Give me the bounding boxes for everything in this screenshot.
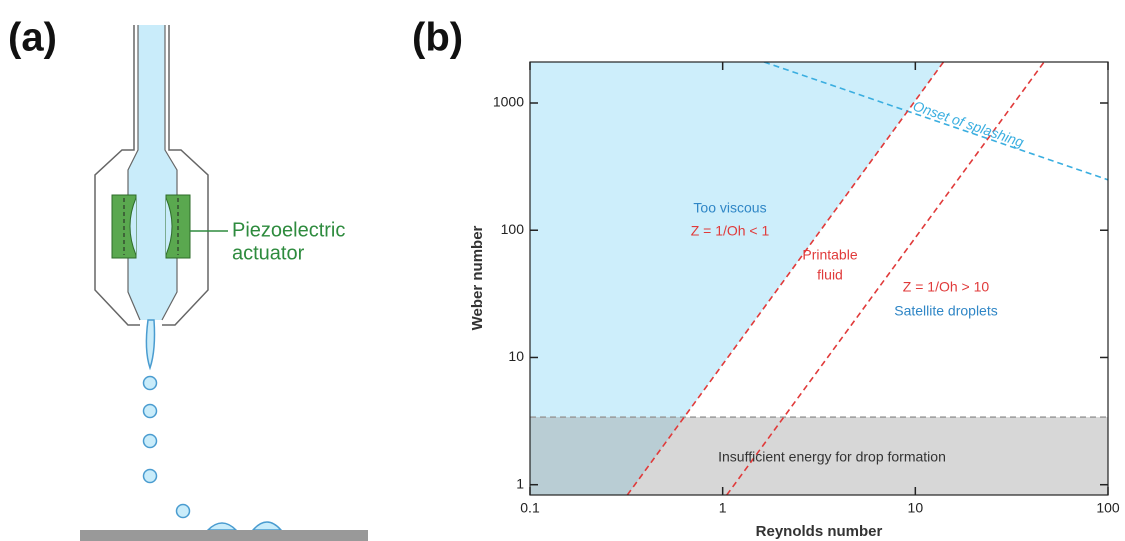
- substrate: [80, 530, 368, 541]
- threshold-label: Insufficient energy for drop formation: [718, 449, 946, 465]
- y-axis-label: Weber number: [469, 225, 486, 330]
- annotation: Satellite droplets: [894, 303, 998, 319]
- nozzle-wall: [94, 25, 140, 326]
- viscous-region: [530, 62, 944, 495]
- chart: Reynolds number Weber number Insufficien…: [469, 61, 1120, 540]
- droplet: [142, 403, 158, 419]
- plot-area: [530, 62, 1108, 495]
- droplets: [142, 319, 283, 531]
- x-tick-label: 100: [1096, 500, 1120, 516]
- x-axis-label: Reynolds number: [756, 523, 883, 540]
- nozzle-wall: [127, 25, 141, 321]
- jet: [145, 319, 156, 371]
- droplet: [142, 433, 158, 449]
- nozzle-wall: [162, 25, 209, 326]
- droplet: [142, 375, 158, 391]
- x-tick-label: 0.1: [520, 500, 540, 516]
- nozzle-diagram: Piezoelectric actuator: [80, 25, 368, 541]
- panel-label: (b): [412, 16, 463, 60]
- actuator-label: Piezoelectric: [232, 219, 345, 241]
- panel-label: (a): [8, 16, 57, 60]
- plot-frame: [529, 61, 1109, 496]
- drop-on-substrate: [251, 521, 283, 531]
- y-tick-label: 10: [508, 348, 524, 364]
- annotation: Z = 1/Oh > 10: [903, 279, 990, 295]
- actuator-label: actuator: [232, 242, 305, 264]
- annotation: fluid: [817, 267, 843, 283]
- actuator-face: [165, 197, 173, 256]
- x-tick-label: 1: [719, 500, 727, 516]
- drop-on-substrate: [206, 522, 238, 531]
- actuator-face: [129, 197, 137, 256]
- annotation: Z = 1/Oh < 1: [691, 223, 770, 239]
- nozzle-wall: [161, 25, 178, 321]
- y-tick-label: 1: [516, 475, 524, 491]
- threshold-region: [530, 417, 1108, 495]
- droplet: [175, 503, 191, 519]
- line-label: Onset of splashing: [911, 97, 1026, 150]
- droplet: [142, 468, 158, 484]
- y-tick-label: 100: [501, 221, 525, 237]
- y-tick-label: 1000: [493, 94, 524, 110]
- boundary-line: [763, 62, 1108, 181]
- annotation: Too viscous: [693, 200, 766, 216]
- annotation: Printable: [802, 247, 857, 263]
- x-tick-label: 10: [908, 500, 924, 516]
